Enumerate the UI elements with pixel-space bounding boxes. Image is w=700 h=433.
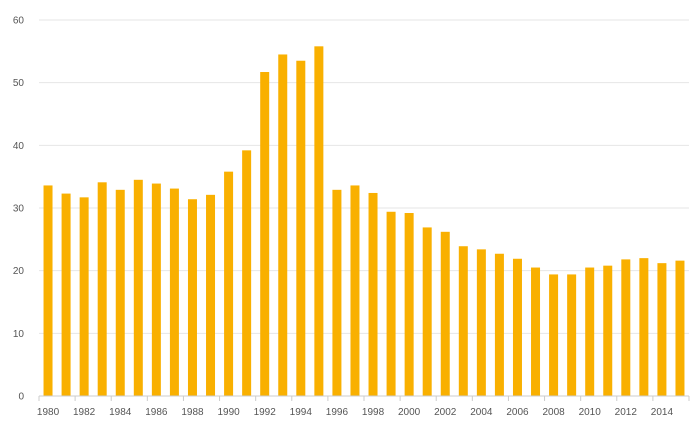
- x-tick-label: 1998: [362, 407, 385, 418]
- bar: [169, 188, 179, 396]
- bar: [61, 193, 71, 396]
- bar: [458, 246, 468, 396]
- bar: [133, 179, 143, 396]
- y-tick-label: 30: [13, 204, 25, 215]
- bar: [422, 227, 432, 396]
- x-tick-label: 1994: [290, 407, 313, 418]
- x-axis: 1980 1982 1984 1986 1988 1990 1992 1994 1996 1998…: [37, 396, 690, 418]
- x-tick-label: 2012: [615, 407, 638, 418]
- bar: [476, 249, 486, 396]
- x-tick-label: 2010: [579, 407, 602, 418]
- bar: [314, 46, 324, 396]
- bar: [512, 258, 522, 396]
- bar: [639, 258, 649, 396]
- x-tick-label: 1984: [109, 407, 132, 418]
- bar: [440, 231, 450, 396]
- x-tick-label: 1992: [254, 407, 277, 418]
- bar: [242, 150, 252, 396]
- bar: [585, 267, 595, 396]
- y-tick-label: 60: [13, 16, 25, 27]
- y-tick-label: 0: [18, 392, 24, 403]
- bar: [657, 263, 667, 396]
- x-tick-label: 2000: [398, 407, 421, 418]
- x-tick-label: 1988: [181, 407, 204, 418]
- bar: [350, 185, 360, 396]
- bar: [206, 194, 216, 396]
- y-tick-label: 40: [13, 141, 25, 152]
- x-tick-label: 1990: [217, 407, 240, 418]
- grid-lines: [39, 19, 689, 334]
- bar: [494, 253, 504, 396]
- bar: [531, 267, 541, 396]
- bar: [549, 274, 559, 396]
- x-tick-label: 2008: [542, 407, 565, 418]
- bar: [97, 182, 107, 396]
- bar: [332, 189, 342, 396]
- x-tick-label: 1982: [73, 407, 96, 418]
- bar: [224, 171, 234, 396]
- x-tick-label: 2004: [470, 407, 493, 418]
- bars: [43, 46, 685, 396]
- x-tick-label: 1996: [326, 407, 349, 418]
- bar: [567, 274, 577, 396]
- bar: [79, 197, 89, 396]
- y-tick-label: 10: [13, 329, 25, 340]
- y-tick-label: 50: [13, 78, 25, 89]
- x-tick-label: 1980: [37, 407, 60, 418]
- y-axis: 0 10 20 30 40 50 60: [13, 16, 25, 403]
- bar: [368, 192, 378, 396]
- bar: [260, 72, 270, 396]
- bar: [278, 54, 288, 396]
- x-tick-label: 1986: [145, 407, 168, 418]
- bar: [187, 199, 197, 396]
- bar: [115, 189, 125, 396]
- bar: [151, 183, 161, 396]
- x-tick-label: 2002: [434, 407, 457, 418]
- bar: [404, 213, 414, 396]
- bar: [386, 211, 396, 396]
- x-tick-label: 2014: [651, 407, 674, 418]
- bar: [675, 260, 685, 396]
- bar: [43, 185, 53, 396]
- bar: [621, 259, 631, 396]
- bar: [296, 60, 306, 396]
- y-tick-label: 20: [13, 266, 25, 277]
- bar: [603, 265, 613, 396]
- x-tick-label: 2006: [506, 407, 529, 418]
